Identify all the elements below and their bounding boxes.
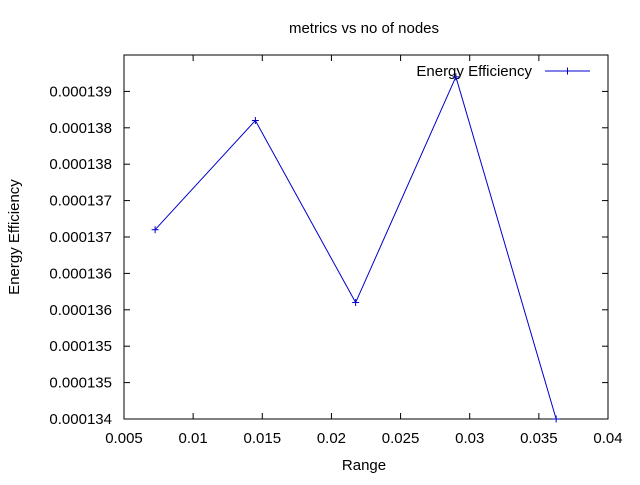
data-point — [251, 117, 259, 125]
y-tick-label: 0.000138 — [49, 120, 112, 137]
y-tick-label: 0.000139 — [49, 83, 112, 100]
x-tick-label: 0.02 — [317, 430, 346, 447]
data-point — [552, 415, 560, 423]
legend: Energy Efficiency — [416, 63, 590, 80]
y-tick-label: 0.000135 — [49, 375, 112, 392]
y-tick-label: 0.000137 — [49, 193, 112, 210]
x-axis-title: Range — [342, 457, 386, 474]
x-tick-label: 0.035 — [520, 430, 558, 447]
x-tick-label: 0.025 — [382, 430, 420, 447]
y-tick-label: 0.000137 — [49, 229, 112, 246]
data-point — [352, 299, 360, 307]
legend-label: Energy Efficiency — [416, 63, 532, 80]
y-axis-title: Energy Efficiency — [6, 179, 23, 295]
series-layer — [151, 73, 560, 423]
data-point — [151, 226, 159, 234]
data-point — [452, 73, 460, 81]
x-tick-label: 0.005 — [105, 430, 143, 447]
y-tick-label: 0.000136 — [49, 265, 112, 282]
y-tick-label: 0.000134 — [49, 411, 112, 428]
y-tick-label: 0.000138 — [49, 156, 112, 173]
x-tick-label: 0.03 — [455, 430, 484, 447]
x-tick-label: 0.015 — [244, 430, 282, 447]
chart-title: metrics vs no of nodes — [289, 20, 439, 37]
plot-frame — [123, 54, 609, 420]
x-tick-label: 0.01 — [179, 430, 208, 447]
x-tick-label: 0.04 — [593, 430, 622, 447]
y-tick-label: 0.000135 — [49, 338, 112, 355]
series-line — [154, 75, 557, 420]
ticks-layer: 0.005 0.01 0.015 0.02 0.025 0.03 0.035 0.04 0.00… — [49, 55, 623, 447]
y-tick-label: 0.000136 — [49, 302, 112, 319]
